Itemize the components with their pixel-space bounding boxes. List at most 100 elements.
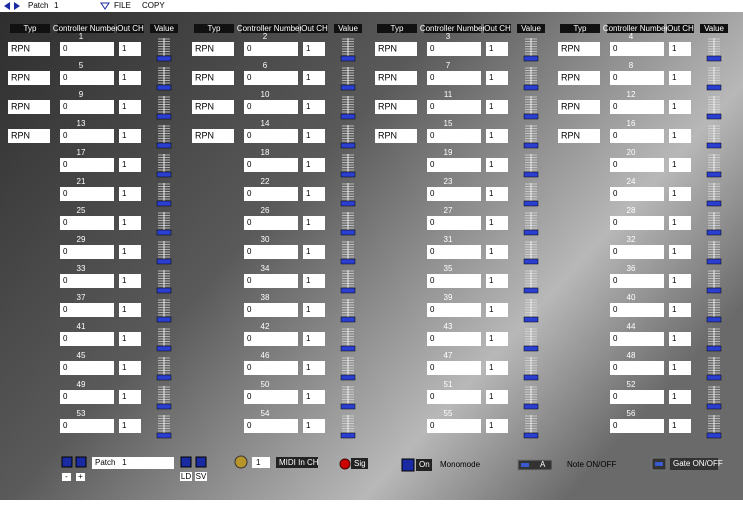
out-ch-box[interactable] [669,390,691,404]
prev-arrow[interactable] [4,2,10,10]
typ-box[interactable] [192,100,234,114]
controller-box[interactable] [244,216,298,230]
slider-knob[interactable] [706,84,722,91]
slider-knob[interactable] [523,345,539,352]
controller-box[interactable] [610,390,664,404]
out-ch-box[interactable] [119,216,141,230]
typ-box[interactable] [8,71,50,85]
out-ch-box[interactable] [669,361,691,375]
slider-knob[interactable] [523,113,539,120]
patch-button[interactable] [61,456,73,468]
controller-box[interactable] [610,332,664,346]
typ-box[interactable] [375,42,417,56]
out-ch-box[interactable] [119,100,141,114]
slider-knob[interactable] [340,171,356,178]
controller-box[interactable] [60,245,114,259]
slider-knob[interactable] [706,171,722,178]
typ-box[interactable] [192,129,234,143]
controller-box[interactable] [244,390,298,404]
out-ch-box[interactable] [119,419,141,433]
typ-box[interactable] [375,100,417,114]
slider-knob[interactable] [523,171,539,178]
out-ch-box[interactable] [486,274,508,288]
slider-knob[interactable] [340,142,356,149]
out-ch-box[interactable] [486,419,508,433]
out-ch-box[interactable] [119,303,141,317]
controller-box[interactable] [427,419,481,433]
controller-box[interactable] [427,245,481,259]
controller-box[interactable] [427,71,481,85]
out-ch-box[interactable] [303,390,325,404]
slider-knob[interactable] [340,316,356,323]
save-button[interactable] [195,456,207,468]
slider-knob[interactable] [340,84,356,91]
controller-box[interactable] [610,100,664,114]
out-ch-box[interactable] [486,216,508,230]
out-ch-box[interactable] [486,129,508,143]
plus-box[interactable] [76,473,85,481]
controller-box[interactable] [610,158,664,172]
out-ch-box[interactable] [486,71,508,85]
slider-knob[interactable] [706,142,722,149]
out-ch-box[interactable] [486,187,508,201]
slider-knob[interactable] [523,142,539,149]
typ-box[interactable] [8,100,50,114]
controller-box[interactable] [610,42,664,56]
out-ch-box[interactable] [119,71,141,85]
mono-toggle[interactable] [401,458,415,472]
out-ch-box[interactable] [669,71,691,85]
out-ch-box[interactable] [486,100,508,114]
slider-knob[interactable] [340,229,356,236]
controller-box[interactable] [427,216,481,230]
controller-box[interactable] [244,274,298,288]
slider-knob[interactable] [523,55,539,62]
slider-knob[interactable] [156,55,172,62]
controller-box[interactable] [244,129,298,143]
controller-box[interactable] [427,100,481,114]
slider-knob[interactable] [340,403,356,410]
controller-box[interactable] [60,274,114,288]
out-ch-box[interactable] [303,100,325,114]
controller-box[interactable] [427,332,481,346]
next-arrow[interactable] [14,2,20,10]
out-ch-box[interactable] [669,100,691,114]
out-ch-box[interactable] [303,303,325,317]
out-ch-box[interactable] [669,274,691,288]
controller-box[interactable] [427,129,481,143]
load-button[interactable] [180,456,192,468]
controller-box[interactable] [244,100,298,114]
controller-box[interactable] [244,42,298,56]
out-ch-box[interactable] [486,332,508,346]
controller-box[interactable] [60,419,114,433]
slider-knob[interactable] [706,229,722,236]
slider-knob[interactable] [156,142,172,149]
out-ch-box[interactable] [303,332,325,346]
typ-box[interactable] [375,129,417,143]
slider-knob[interactable] [706,374,722,381]
controller-box[interactable] [610,216,664,230]
controller-box[interactable] [610,303,664,317]
patch-name-input[interactable] [92,457,174,469]
controller-box[interactable] [244,245,298,259]
slider-knob[interactable] [340,258,356,265]
out-ch-box[interactable] [486,158,508,172]
typ-box[interactable] [558,100,600,114]
slider-knob[interactable] [523,403,539,410]
out-ch-box[interactable] [303,245,325,259]
out-ch-box[interactable] [486,303,508,317]
out-ch-box[interactable] [303,71,325,85]
out-ch-box[interactable] [669,245,691,259]
slider-knob[interactable] [156,229,172,236]
controller-box[interactable] [427,303,481,317]
controller-box[interactable] [60,129,114,143]
controller-box[interactable] [244,187,298,201]
menu-file[interactable]: FILE [114,1,131,10]
out-ch-box[interactable] [119,390,141,404]
slider-knob[interactable] [706,200,722,207]
patch-button[interactable] [75,456,87,468]
out-ch-box[interactable] [119,245,141,259]
out-ch-box[interactable] [119,158,141,172]
slider-knob[interactable] [523,229,539,236]
slider-knob[interactable] [156,287,172,294]
typ-box[interactable] [558,71,600,85]
